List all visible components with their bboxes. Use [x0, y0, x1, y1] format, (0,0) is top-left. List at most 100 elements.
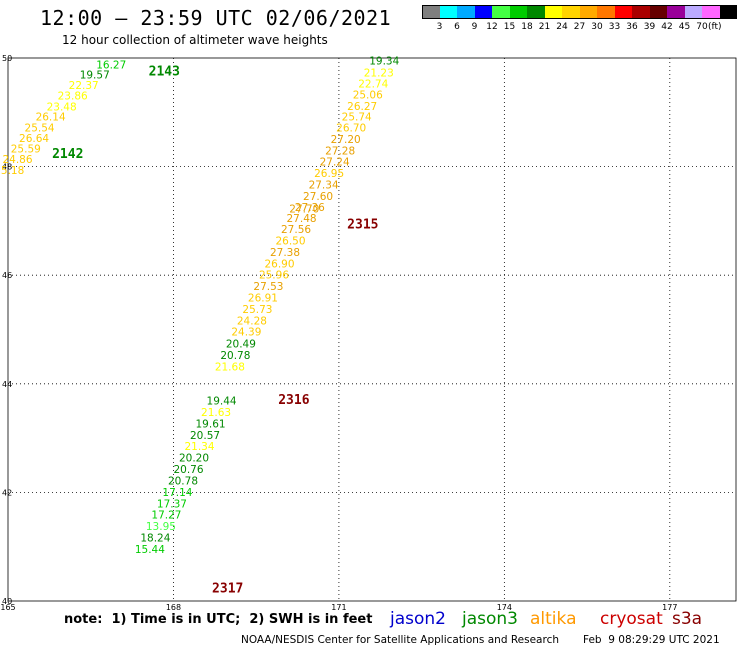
wave-height-value: 22.74 — [358, 79, 388, 91]
wave-height-value: 25.59 — [11, 144, 41, 156]
wave-height-value: 27.60 — [303, 191, 333, 203]
wave-height-value: 25.54 — [25, 123, 55, 135]
scale-swatch — [562, 5, 580, 19]
wave-height-value: 27.70 — [289, 203, 319, 215]
wave-height-value: 20.78 — [168, 475, 198, 487]
satellite-legend-s3a: s3a — [672, 609, 703, 629]
wave-height-value: 17.37 — [157, 498, 187, 510]
scale-swatch — [527, 5, 545, 19]
wave-height-value: 27.36 — [295, 202, 325, 214]
wave-height-value: 27.56 — [281, 224, 311, 236]
scale-swatch — [614, 5, 632, 19]
wave-height-value: 20.57 — [190, 430, 220, 442]
pass-number-label: 2143 — [149, 64, 180, 79]
wave-height-value: 21.63 — [201, 407, 231, 419]
wave-height-value: 25.06 — [353, 89, 383, 101]
wave-height-value: 17.14 — [162, 487, 192, 499]
wave-height-value: 26.91 — [248, 292, 278, 304]
plot-frame — [7, 57, 737, 602]
wave-height-value: 21.68 — [215, 361, 245, 373]
wave-height-value: 19.44 — [207, 396, 237, 408]
scale-swatch — [632, 5, 650, 19]
chart-title: 12:00 – 23:59 UTC 02/06/2021 — [40, 6, 392, 30]
scale-swatch — [474, 5, 492, 19]
x-tick-label: 174 — [497, 603, 512, 612]
wave-height-value: 27.38 — [270, 247, 300, 259]
scale-label: 18 — [521, 22, 533, 32]
wave-height-value: 26.50 — [275, 235, 305, 247]
wave-height-value: 26.64 — [19, 133, 49, 145]
scale-label: 21 — [538, 22, 551, 32]
wave-height-value: 23.86 — [58, 90, 88, 102]
wave-height-value: 24.28 — [237, 315, 267, 327]
y-tick-label: 44 — [2, 380, 12, 389]
wave-height-value: 27.34 — [309, 180, 339, 192]
wave-height-value: 15.44 — [135, 544, 165, 556]
wave-height-value: 24.39 — [231, 327, 261, 339]
y-tick-label: 50 — [2, 54, 12, 63]
wave-height-value: 18.24 — [140, 532, 170, 544]
scale-label: 15 — [503, 22, 516, 32]
scale-label: 12 — [486, 22, 498, 32]
wave-height-value: 26.95 — [314, 168, 344, 180]
y-tick-label: 42 — [2, 488, 12, 497]
scale-swatch — [439, 5, 457, 19]
wave-height-value: 19.61 — [196, 418, 226, 430]
scale-label: 36 — [626, 22, 638, 32]
scale-swatch — [457, 5, 475, 19]
footer-note: note: 1) Time is in UTC; 2) SWH is in fe… — [64, 612, 373, 627]
wave-height-value: 19.34 — [369, 56, 399, 68]
scale-label: 6 — [454, 22, 460, 32]
wave-height-value: 22.37 — [69, 80, 99, 92]
scale-label: 24 — [556, 22, 568, 32]
wave-height-value: 19.57 — [80, 69, 110, 81]
y-tick-label: 48 — [2, 163, 12, 172]
wave-height-value: 27.53 — [253, 281, 283, 293]
x-tick-label: 171 — [331, 603, 346, 612]
y-tick-label: 46 — [2, 271, 12, 280]
x-tick-label: 177 — [662, 603, 677, 612]
scale-swatch — [649, 5, 667, 19]
y-tick-label: 40 — [2, 597, 12, 606]
scale-swatch — [509, 5, 527, 19]
wave-height-value: 20.76 — [173, 464, 203, 476]
pass-number-label: 2316 — [278, 393, 309, 408]
x-tick-label: 168 — [166, 603, 181, 612]
satellite-legend-jason2: jason2 — [390, 609, 446, 629]
satellite-legend-altika: altika — [530, 609, 577, 629]
scale-label: 42 — [661, 22, 673, 32]
scale-swatch — [492, 5, 510, 19]
chart-subtitle: 12 hour collection of altimeter wave hei… — [62, 33, 328, 47]
wave-height-value: 25.73 — [242, 304, 272, 316]
wave-height-value: 17.27 — [151, 510, 181, 522]
wave-height-value: 20.49 — [226, 339, 256, 351]
scale-label: 33 — [608, 22, 621, 32]
wave-height-value: 26.70 — [336, 123, 366, 135]
scale-label: 30 — [591, 22, 603, 32]
scale-swatch — [719, 5, 737, 19]
wave-height-value: 25.18 — [0, 165, 24, 177]
scale-label: 27 — [573, 22, 586, 32]
wave-height-value: 25.74 — [342, 112, 372, 124]
wave-height-value: 26.14 — [36, 112, 66, 124]
scale-swatch — [667, 5, 685, 19]
scale-swatch — [597, 5, 615, 19]
pass-number-label: 2315 — [347, 218, 378, 233]
wave-height-value: 20.78 — [220, 350, 250, 362]
scale-label: 39 — [643, 22, 656, 32]
wave-height-value: 27.20 — [331, 134, 361, 146]
scale-swatch — [702, 5, 720, 19]
wave-height-value: 25.96 — [259, 270, 289, 282]
scale-swatch — [684, 5, 702, 19]
pass-number-label: 2317 — [212, 581, 243, 596]
wave-height-value: 21.23 — [364, 68, 394, 80]
scale-swatch — [579, 5, 597, 19]
wave-height-value: 20.20 — [179, 453, 209, 465]
wave-height-value: 16.27 — [96, 60, 126, 72]
wave-height-value: 26.90 — [264, 258, 294, 270]
scale-label: 9 — [471, 22, 478, 32]
wave-height-value: 27.24 — [320, 157, 350, 169]
wave-height-value: 27.28 — [325, 145, 355, 157]
x-tick-label: 165 — [0, 603, 15, 612]
